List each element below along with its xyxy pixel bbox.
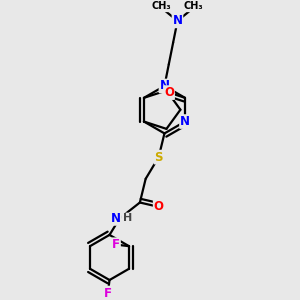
Text: CH₃: CH₃ — [184, 2, 203, 11]
Text: N: N — [180, 115, 190, 128]
Text: N: N — [160, 80, 170, 92]
Text: O: O — [154, 200, 164, 213]
Text: N: N — [111, 212, 121, 225]
Text: CH₃: CH₃ — [152, 2, 171, 11]
Text: N: N — [172, 14, 182, 27]
Text: F: F — [104, 286, 112, 299]
Text: S: S — [154, 151, 163, 164]
Text: H: H — [122, 213, 132, 224]
Text: F: F — [112, 238, 120, 251]
Text: O: O — [164, 86, 174, 99]
